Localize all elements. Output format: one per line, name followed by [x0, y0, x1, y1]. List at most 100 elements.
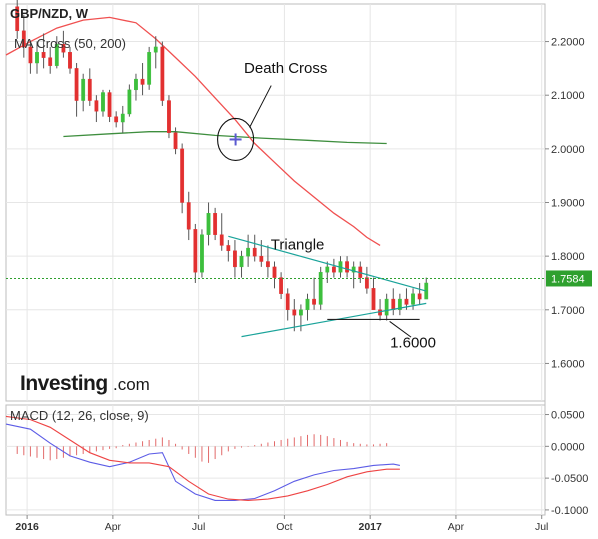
time-tick-label: Apr	[105, 521, 122, 533]
candle-body	[101, 92, 105, 112]
candle-body	[147, 52, 152, 85]
price-grid	[6, 4, 545, 401]
macd-grid	[6, 405, 545, 515]
annotation-death-cross: Death Cross	[244, 60, 327, 77]
macd-plot	[5, 415, 401, 501]
macd-pane-frame	[5, 404, 546, 516]
candle	[186, 191, 191, 241]
candle	[279, 272, 284, 300]
candle	[404, 288, 409, 310]
candle	[417, 282, 422, 305]
candle-body	[48, 57, 53, 66]
candle-body	[206, 213, 211, 235]
candle	[233, 240, 237, 278]
candle-body	[345, 261, 349, 273]
candle-body	[134, 78, 138, 91]
candle-body	[305, 298, 310, 310]
annotations: Death Cross Triangle 1.6000	[217, 60, 436, 351]
candle	[87, 68, 92, 106]
candle-body	[292, 309, 297, 316]
macd-line	[5, 423, 401, 501]
time-tick-label: 2016	[15, 521, 39, 533]
candle-body	[94, 100, 99, 112]
price-tick-label: 1.8000	[551, 251, 585, 263]
candle	[266, 245, 270, 278]
logo-suffix: .com	[113, 375, 150, 394]
candle-body	[318, 272, 323, 305]
candle	[101, 89, 105, 117]
candle-body	[127, 89, 132, 115]
annotation-support-level: 1.6000	[390, 334, 436, 351]
candle-body	[384, 298, 389, 316]
candle-body	[226, 245, 231, 251]
candle	[68, 46, 72, 74]
candle-body	[54, 44, 59, 66]
candle-body	[364, 277, 369, 289]
candle-body	[246, 247, 251, 257]
candle	[305, 293, 310, 321]
candle	[107, 89, 112, 123]
death-cross-circle	[217, 117, 255, 162]
candle	[74, 63, 79, 117]
candle-body	[35, 52, 39, 64]
candle	[371, 277, 376, 310]
time-tick-label: 2017	[358, 521, 382, 533]
candle	[292, 299, 297, 332]
candle	[325, 261, 330, 283]
price-tick-label: 1.7000	[551, 305, 585, 317]
candle	[81, 73, 86, 112]
ma-indicator-label: MA Cross (50, 200)	[14, 36, 126, 51]
price-axis: 2.2000 2.1000 2.0000 1.9000 1.8000 1.7000 1.60…	[545, 37, 585, 370]
candle	[312, 277, 316, 310]
investing-logo: Investing .com	[20, 372, 150, 395]
candle	[114, 111, 119, 128]
candle	[298, 304, 303, 332]
candle	[364, 266, 369, 294]
candle-body	[173, 132, 178, 150]
candle-body	[186, 202, 191, 230]
ma50-line	[5, 16, 381, 246]
candle-body	[41, 52, 46, 58]
macd-tick-label: -0.0500	[551, 473, 588, 485]
candle	[351, 261, 356, 289]
price-tick-label: 1.6000	[551, 358, 585, 370]
candle-body	[21, 30, 26, 48]
candle-body	[15, 6, 20, 32]
candle-body	[351, 266, 356, 273]
candle	[127, 84, 132, 117]
candle-body	[120, 113, 125, 123]
candle-body	[233, 250, 237, 268]
candle	[252, 234, 257, 262]
candle-body	[285, 293, 290, 310]
candle-body	[252, 247, 257, 257]
candle	[180, 143, 185, 214]
candle	[345, 256, 349, 278]
price-tick-label: 2.2000	[551, 37, 585, 49]
last-price-box	[546, 270, 592, 287]
candle-body	[167, 100, 171, 133]
candle	[48, 46, 53, 74]
candle	[167, 95, 171, 139]
candle	[54, 36, 59, 69]
death-cross-pointer	[249, 85, 272, 128]
price-tick-label: 2.1000	[551, 90, 585, 102]
candle	[94, 95, 99, 123]
candle	[213, 207, 218, 241]
candle-body	[193, 229, 198, 273]
candle-body	[107, 92, 112, 117]
candle-body	[200, 234, 204, 273]
candle	[35, 41, 39, 74]
candle-body	[61, 44, 66, 53]
candle-body	[397, 298, 402, 310]
triangle-pattern	[228, 235, 427, 338]
candle-body	[140, 78, 145, 85]
ma200-line	[63, 131, 387, 145]
logo-brand: Investing	[20, 372, 108, 395]
candle-body	[266, 261, 270, 268]
candle	[246, 234, 251, 267]
candle-body	[114, 116, 119, 123]
candle	[272, 261, 277, 289]
candle	[397, 293, 402, 316]
